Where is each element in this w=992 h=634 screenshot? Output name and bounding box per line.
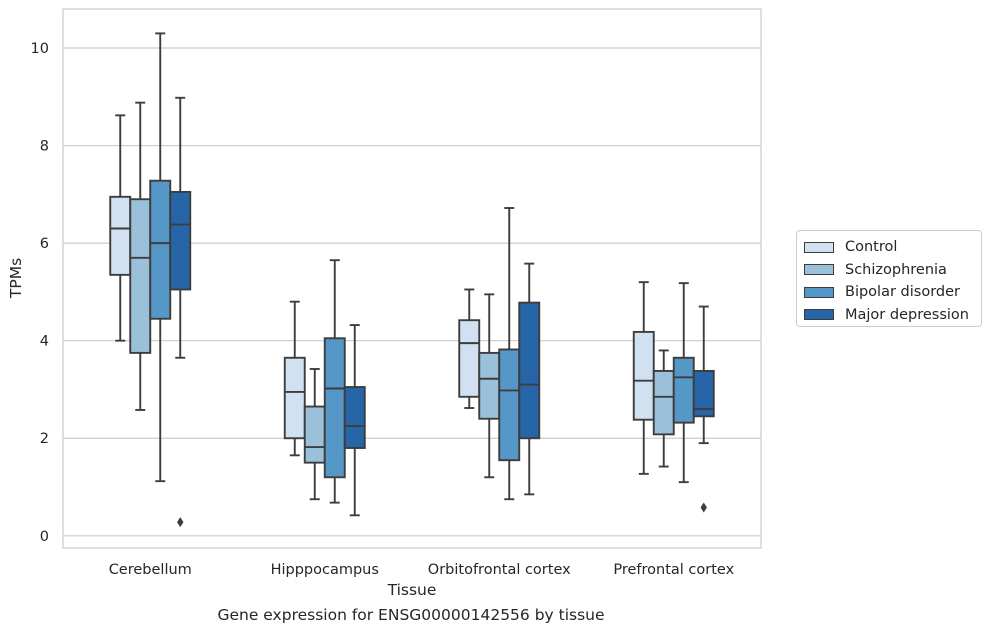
y-tick-label: 10 xyxy=(31,41,49,57)
box-plot xyxy=(652,349,675,468)
box xyxy=(518,301,541,440)
y-tick-label: 2 xyxy=(40,431,49,447)
x-axis-title: Tissue xyxy=(387,581,437,599)
legend-swatch xyxy=(804,286,834,298)
box-plot xyxy=(343,324,366,517)
box-plot xyxy=(632,281,655,475)
legend-label: Major depression xyxy=(845,306,969,323)
box xyxy=(632,330,655,421)
box-plot xyxy=(692,305,715,513)
box xyxy=(458,319,481,398)
y-tick-label: 4 xyxy=(40,334,49,350)
outlier-point xyxy=(177,517,184,528)
box-plots xyxy=(109,32,715,528)
legend-label: Control xyxy=(845,239,898,256)
box-plot xyxy=(169,96,192,528)
legend-item: Bipolar disorder xyxy=(804,281,981,304)
box-plot xyxy=(129,101,152,411)
box xyxy=(343,386,366,449)
legend-label: Schizophrenia xyxy=(845,261,947,278)
box-plot xyxy=(323,259,346,504)
box-plot xyxy=(283,300,306,457)
box xyxy=(672,356,695,424)
y-tick-label: 0 xyxy=(40,529,49,545)
legend-item: Major depression xyxy=(804,304,981,327)
box xyxy=(283,356,306,440)
tick-labels: 0 2 4 6 8 10 Cerebellum Hipppocampus Orbitofront… xyxy=(31,41,735,578)
legend-swatch xyxy=(804,264,834,276)
box-plot xyxy=(109,114,132,342)
box xyxy=(692,369,715,418)
legend-label: Bipolar disorder xyxy=(845,284,960,301)
x-tick-label: Orbitofrontal cortex xyxy=(428,562,571,578)
box xyxy=(149,179,172,320)
legend-item: Control xyxy=(804,236,981,259)
legend-swatch xyxy=(804,241,834,253)
legend-item: Schizophrenia xyxy=(804,259,981,282)
legend: Control Schizophrenia Bipolar disorder M… xyxy=(796,230,982,327)
box xyxy=(109,195,132,276)
box-plot xyxy=(672,282,695,484)
y-axis-title: TPMs xyxy=(7,258,25,299)
box xyxy=(478,351,501,420)
box-plot xyxy=(303,368,326,501)
box xyxy=(169,190,192,291)
y-tick-label: 6 xyxy=(40,236,49,252)
x-tick-label: Hipppocampus xyxy=(271,562,379,578)
box-plot xyxy=(518,262,541,496)
box xyxy=(303,405,326,464)
x-tick-label: Cerebellum xyxy=(109,562,192,578)
box xyxy=(129,198,152,354)
box-plot xyxy=(458,288,481,409)
plot-frame xyxy=(62,8,762,549)
chart-caption: Gene expression for ENSG00000142556 by t… xyxy=(217,606,605,624)
legend-swatch xyxy=(804,309,834,321)
x-tick-label: Prefrontal cortex xyxy=(613,562,734,578)
outlier-point xyxy=(700,502,707,513)
box-plot xyxy=(478,293,501,479)
box-plot xyxy=(149,32,172,483)
box xyxy=(323,337,346,479)
box xyxy=(498,348,521,462)
box xyxy=(652,369,675,436)
box-plot xyxy=(498,207,521,501)
y-tick-label: 8 xyxy=(40,139,49,155)
